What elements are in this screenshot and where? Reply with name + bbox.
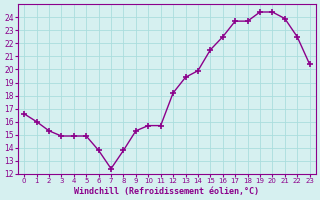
X-axis label: Windchill (Refroidissement éolien,°C): Windchill (Refroidissement éolien,°C): [74, 187, 260, 196]
